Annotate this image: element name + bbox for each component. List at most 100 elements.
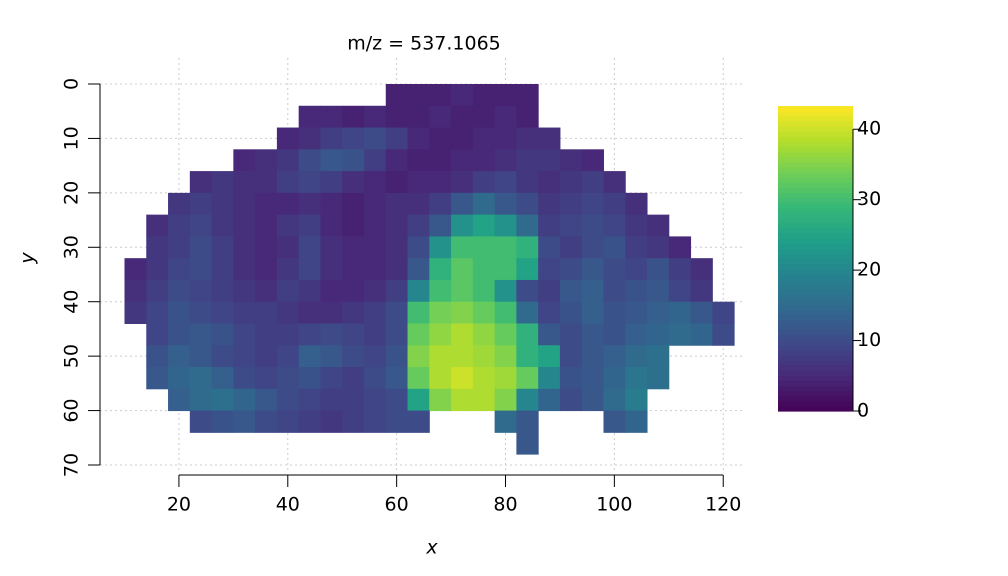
heatmap-cell	[255, 171, 278, 194]
heatmap-cell	[472, 301, 496, 324]
y-tick-label: 50	[61, 344, 83, 368]
heatmap-cell	[342, 323, 365, 346]
heatmap-cell	[342, 127, 365, 150]
heatmap-cell	[494, 171, 517, 194]
x-tick-label: 80	[493, 494, 517, 516]
heatmap-cell	[516, 432, 539, 455]
heatmap-cell	[581, 171, 604, 194]
heatmap-cell	[581, 279, 604, 303]
heatmap-cell	[625, 301, 648, 324]
heatmap-cell	[255, 367, 278, 390]
heatmap-cell	[538, 171, 561, 194]
heatmap-cell	[603, 410, 626, 433]
heatmap-cell	[189, 345, 213, 368]
colorbar-tick-label: 0	[857, 400, 869, 422]
heatmap-cell	[189, 192, 213, 216]
heatmap-cell	[668, 236, 692, 259]
heatmap-cell	[559, 301, 583, 324]
colorbar-step	[778, 289, 853, 295]
heatmap-cell	[363, 323, 387, 346]
heatmap-cell	[625, 279, 648, 303]
heatmap-cell	[407, 127, 430, 150]
heatmap-cell	[494, 258, 517, 281]
heatmap-cell	[124, 301, 147, 324]
heatmap-cell	[298, 149, 321, 172]
heatmap-cell	[472, 105, 496, 129]
heatmap-cell	[516, 149, 539, 172]
heatmap-cell	[647, 345, 670, 368]
colorbar-step	[778, 212, 853, 219]
heatmap-cell	[298, 410, 321, 433]
heatmap-cell	[559, 149, 583, 172]
heatmap-cell	[647, 301, 670, 324]
heatmap-cell	[385, 258, 409, 281]
colorbar-step	[778, 278, 853, 285]
heatmap-cell	[407, 84, 430, 107]
heatmap-cell	[407, 236, 430, 259]
heatmap-cell	[647, 323, 670, 346]
heatmap-cell	[363, 301, 387, 324]
heatmap-cell	[581, 301, 604, 324]
heatmap-cell	[233, 171, 256, 194]
heatmap-cell	[538, 367, 561, 390]
heatmap-cell	[559, 279, 583, 303]
colorbar-step	[778, 344, 853, 351]
heatmap-cell	[320, 301, 343, 324]
heatmap-cell	[451, 323, 474, 346]
heatmap-cell	[298, 127, 321, 150]
heatmap-cell	[211, 301, 234, 324]
heatmap-cell	[690, 258, 713, 281]
heatmap-cell	[211, 323, 234, 346]
heatmap-cell	[538, 149, 561, 172]
heatmap-cell	[385, 171, 409, 194]
heatmap-cell	[516, 127, 539, 150]
heatmap-cell	[603, 258, 626, 281]
heatmap-cell	[647, 279, 670, 303]
colorbar-step	[778, 294, 853, 300]
colorbar-step	[778, 121, 853, 127]
y-tick-label: 0	[61, 78, 83, 90]
heatmap-cell	[451, 301, 474, 324]
heatmap-cell	[516, 171, 539, 194]
heatmap-cell	[168, 279, 191, 303]
heatmap-cell	[472, 279, 496, 303]
heatmap-cell	[494, 345, 517, 368]
heatmap-cell	[451, 236, 474, 259]
heatmap-cell	[538, 323, 561, 346]
y-tick-label: 10	[61, 126, 83, 150]
heatmap-cell	[146, 345, 169, 368]
heatmap-cell	[451, 345, 474, 368]
heatmap-cell	[233, 345, 256, 368]
heatmap-cell	[342, 192, 365, 216]
colorbar-step	[778, 156, 853, 163]
heatmap-cell	[255, 410, 278, 433]
heatmap-cell	[342, 214, 365, 237]
heatmap-cell	[363, 367, 387, 390]
heatmap-cell	[211, 171, 234, 194]
heatmap-cell	[168, 323, 191, 346]
heatmap-cell	[298, 171, 321, 194]
heatmap-cell	[581, 258, 604, 281]
colorbar-step	[778, 202, 853, 209]
heatmap-cell	[211, 258, 234, 281]
heatmap-cell	[320, 323, 343, 346]
heatmap-cell	[407, 410, 430, 433]
heatmap-cell	[472, 258, 496, 281]
heatmap-cell	[363, 279, 387, 303]
heatmap-cell	[211, 388, 234, 412]
heatmap-cell	[363, 149, 387, 172]
heatmap-cell	[320, 192, 343, 216]
heatmap-cell	[581, 345, 604, 368]
heatmap-cell	[538, 192, 561, 216]
heatmap-cell	[320, 279, 343, 303]
heatmap-cell	[451, 214, 474, 237]
heatmap-cell	[429, 149, 452, 172]
colorbar-step	[778, 131, 853, 138]
heatmap-cell	[168, 192, 191, 216]
colorbar-step	[778, 253, 853, 260]
heatmap-cell	[668, 323, 692, 346]
colorbar-step	[778, 309, 853, 316]
heatmap-cell	[233, 192, 256, 216]
heatmap-cell	[472, 84, 496, 107]
